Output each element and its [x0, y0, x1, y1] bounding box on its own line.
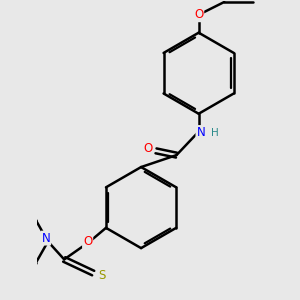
Text: N: N [41, 232, 50, 244]
Text: S: S [98, 269, 105, 282]
Text: O: O [144, 142, 153, 155]
Text: O: O [83, 235, 92, 248]
Text: O: O [194, 8, 203, 21]
Text: H: H [211, 128, 219, 137]
Text: N: N [196, 126, 205, 139]
